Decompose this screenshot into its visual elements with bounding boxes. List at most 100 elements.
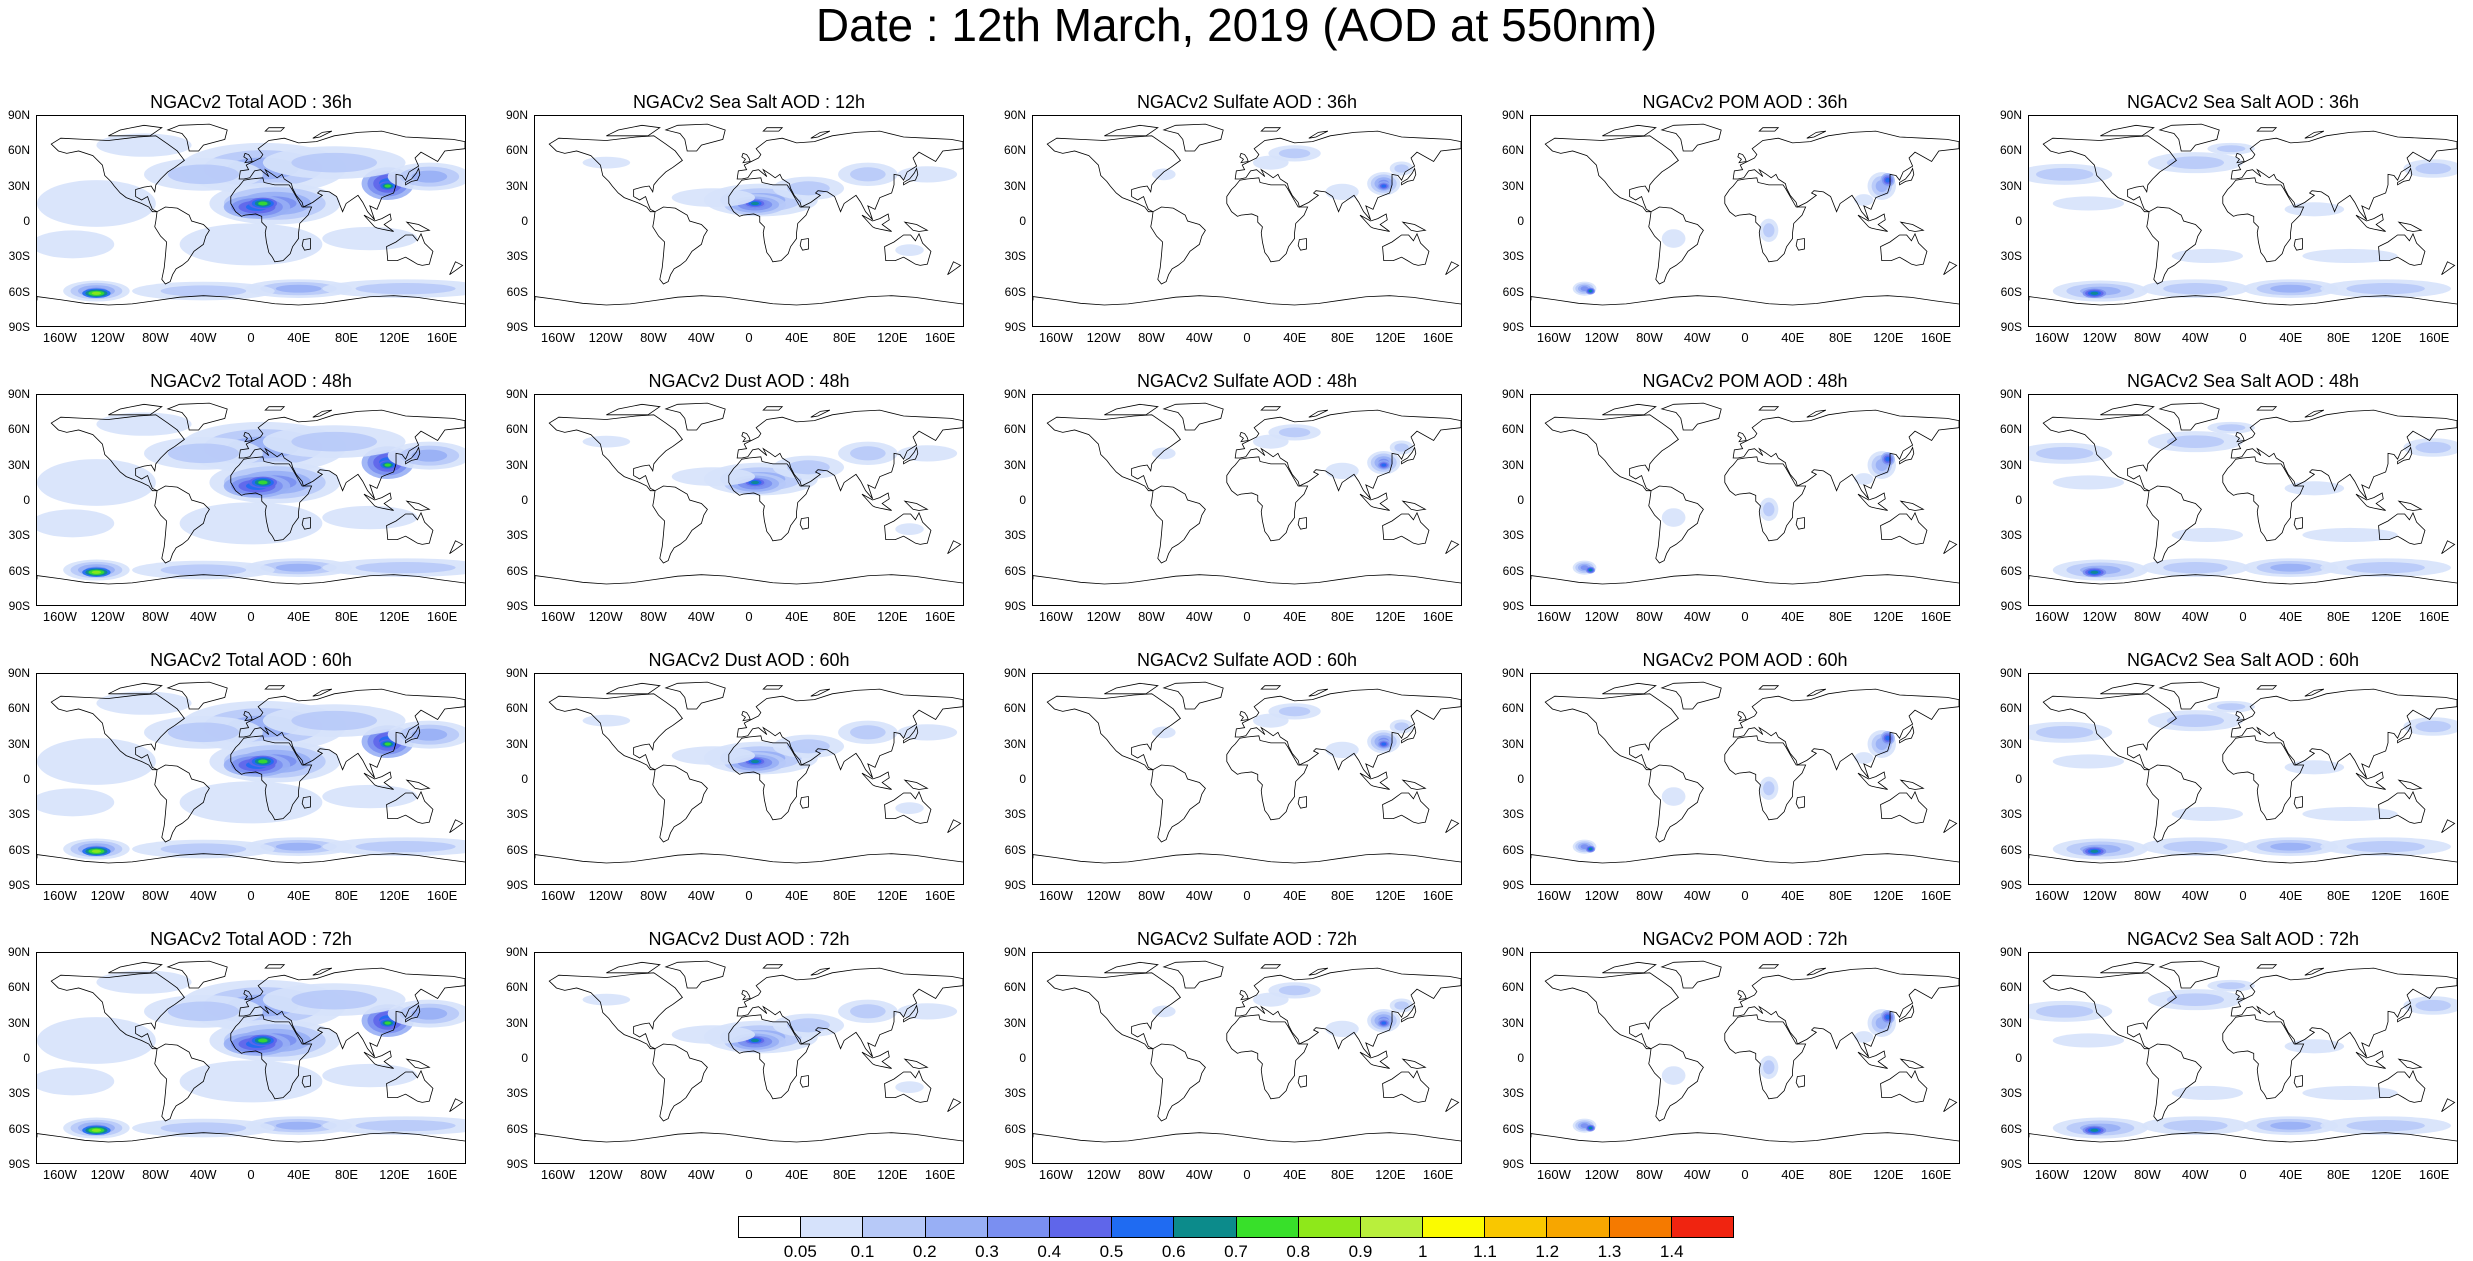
map-panel: NGACv2 Sea Salt AOD : 36h 90N 60N 30N 0 30S 60…: [1992, 92, 2462, 345]
new-zealand-outline: [1445, 1098, 1460, 1113]
longitude-label: 120E: [2371, 330, 2402, 345]
uk-outline: [243, 152, 253, 164]
eurasia-outline: [1732, 130, 1959, 221]
latitude-label: 60N: [505, 701, 528, 716]
japan-outline: [2397, 1004, 2413, 1023]
map-frame: [534, 394, 964, 606]
latitude-label: 90S: [8, 599, 30, 613]
arctic-islands-outline: [606, 124, 661, 137]
north-america-outline: [548, 135, 683, 213]
north-america-outline: [50, 972, 185, 1050]
japan-outline: [1899, 725, 1915, 744]
map-frame: [2028, 115, 2458, 327]
longitude-label: 160E: [1920, 1167, 1952, 1182]
coastline-layer: [1531, 681, 1959, 864]
longitude-label: 80E: [2326, 609, 2351, 624]
japan-outline: [1401, 1004, 1417, 1023]
latitude-label: 0: [1517, 1051, 1524, 1065]
antarctica-outline: [2029, 853, 2457, 864]
latitude-label: 60N: [1003, 701, 1026, 716]
indonesia-outline: [861, 1050, 892, 1069]
longitude-label: 40E: [1781, 888, 1805, 903]
new-guinea-outline: [405, 500, 431, 511]
aod-contour: [322, 226, 418, 251]
latitude-label: 60S: [8, 284, 30, 299]
longitude-label: 80W: [1138, 888, 1165, 903]
latitude-label: 30N: [1999, 457, 2022, 472]
indonesia-outline: [363, 1050, 394, 1069]
map-panel: NGACv2 Sea Salt AOD : 60h 90N 60N 30N 0 30S 60…: [1992, 650, 2462, 903]
madagascar-outline: [1297, 517, 1307, 530]
aerosol-layer: [582, 435, 958, 535]
antarctica-outline: [535, 574, 963, 585]
longitude-label: 160W: [540, 888, 575, 903]
aod-contour: [275, 563, 322, 572]
latitude-label: 90S: [1004, 320, 1026, 334]
longitude-label: 160E: [924, 888, 956, 903]
colorbar-swatch: [1609, 1217, 1672, 1237]
africa-outline: [1724, 1014, 1807, 1100]
longitude-label: 80W: [1636, 609, 1663, 624]
aod-contour: [1394, 164, 1409, 173]
coastline-layer: [1033, 960, 1461, 1143]
antarctica-outline: [2029, 295, 2457, 306]
longitude-label: 80W: [2134, 1167, 2161, 1182]
aod-contour: [291, 989, 378, 1010]
aod-contour: [355, 562, 456, 574]
latitude-label: 30S: [8, 528, 30, 543]
indonesia-outline: [1359, 492, 1390, 511]
aod-contour: [750, 759, 759, 764]
svalbard-outline: [2256, 964, 2278, 969]
latitude-label: 30S: [1502, 1086, 1524, 1101]
longitude-label: 40W: [1683, 888, 1711, 903]
antarctica-outline: [37, 853, 465, 864]
aerosol-layer: [582, 714, 958, 814]
new-guinea-outline: [1899, 779, 1925, 790]
aod-contour: [179, 781, 323, 824]
africa-outline: [1226, 1014, 1309, 1100]
greenland-outline: [1162, 681, 1224, 710]
longitude-label: 160E: [2418, 609, 2450, 624]
indonesia-outline: [2355, 213, 2386, 232]
aod-contour: [2036, 726, 2094, 739]
longitude-label: 120E: [1375, 1167, 1406, 1182]
longitude-label: 160E: [2418, 888, 2450, 903]
aod-contour: [850, 446, 886, 461]
longitude-label: 80E: [2326, 1167, 2351, 1182]
longitude-label: 40W: [1683, 1167, 1711, 1182]
australia-outline: [1382, 790, 1430, 824]
latitude-label: 30S: [2000, 249, 2022, 264]
aod-contour: [1763, 1060, 1775, 1075]
aod-contour: [2216, 424, 2246, 432]
latitude-label: 30S: [1004, 1086, 1026, 1101]
latitude-label: 30S: [1502, 528, 1524, 543]
longitude-label: 0: [2239, 330, 2247, 345]
antarctica-outline: [2029, 1132, 2457, 1143]
aerosol-layer: [1151, 982, 1414, 1037]
madagascar-outline: [799, 796, 809, 809]
eurasia-outline: [2230, 688, 2457, 779]
map-frame: [36, 394, 466, 606]
aod-contour: [897, 1003, 958, 1020]
svalbard-outline: [1758, 685, 1780, 690]
aod-contour: [895, 244, 924, 256]
map-panel: NGACv2 Dust AOD : 48h 90N 60N 30N 0 30S 60S 90S…: [498, 371, 968, 623]
latitude-label: 60S: [1004, 284, 1026, 299]
latitude-label: 60S: [1502, 842, 1524, 857]
aerosol-layer: [2029, 979, 2457, 1139]
arctic-islands-outline: [1104, 403, 1159, 416]
aod-contour: [2346, 562, 2425, 574]
latitude-label: 60N: [7, 701, 30, 716]
africa-outline: [1724, 735, 1807, 821]
new-zealand-outline: [1445, 540, 1460, 555]
new-guinea-outline: [903, 221, 929, 232]
uk-outline: [1239, 152, 1249, 164]
latitude-label: 30N: [1003, 1015, 1026, 1030]
australia-outline: [1382, 1069, 1430, 1103]
africa-outline: [728, 177, 811, 263]
aod-contour: [1854, 752, 1874, 764]
south-america-outline: [2146, 764, 2202, 843]
longitude-label: 80W: [1138, 330, 1165, 345]
coastline-layer: [535, 960, 963, 1143]
svalbard-outline: [1260, 964, 1282, 969]
